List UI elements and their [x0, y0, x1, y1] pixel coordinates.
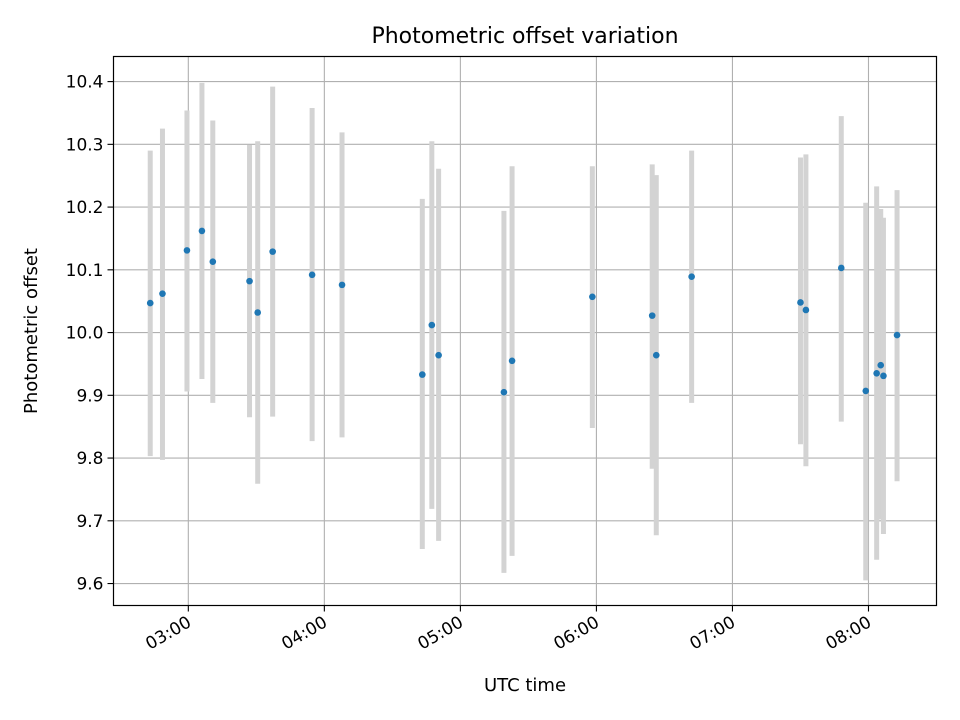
data-point — [338, 281, 346, 289]
errorbar-layer — [147, 82, 900, 581]
data-point — [246, 277, 253, 285]
y-tick-label: 9.7 — [76, 512, 103, 532]
chart-title: Photometric offset variation — [371, 24, 678, 49]
data-point — [508, 357, 516, 365]
data-point — [652, 351, 660, 359]
point-layer — [146, 227, 901, 396]
data-point — [308, 271, 316, 279]
plot-frame — [112, 55, 938, 607]
data-point — [435, 351, 442, 359]
data-point — [862, 387, 870, 395]
y-tick-label: 10.0 — [66, 324, 104, 344]
data-point — [589, 293, 596, 301]
data-point — [428, 321, 436, 329]
y-tick-label: 10.2 — [66, 198, 104, 218]
data-point — [880, 372, 887, 380]
data-point — [159, 290, 166, 297]
y-tick-label: 10.1 — [66, 261, 104, 281]
data-point — [418, 371, 426, 378]
data-point — [873, 370, 880, 377]
data-point — [837, 264, 845, 272]
data-point — [893, 331, 901, 339]
x-tick-label: 07:00 — [687, 613, 739, 655]
data-point — [183, 247, 191, 254]
data-point — [500, 388, 508, 396]
data-point — [254, 309, 261, 316]
y-tick-label: 10.3 — [66, 135, 104, 155]
data-point — [209, 258, 217, 265]
y-tick-label: 9.8 — [76, 449, 103, 469]
x-tick-label: 03:00 — [142, 613, 194, 655]
data-point — [797, 299, 804, 306]
x-axis-label: UTC time — [484, 675, 566, 696]
data-point — [877, 361, 885, 369]
y-tick-label: 9.6 — [76, 575, 103, 595]
y-tick-label: 9.9 — [76, 386, 103, 406]
data-point — [146, 299, 154, 307]
grid-layer — [113, 56, 937, 606]
data-point — [269, 248, 276, 255]
y-axis-label: Photometric offset — [21, 248, 42, 414]
x-tick-label: 08:00 — [823, 613, 875, 655]
y-tick-label: 10.4 — [66, 73, 104, 93]
x-tick-label: 05:00 — [414, 613, 466, 655]
data-point — [648, 312, 656, 319]
data-point — [802, 306, 810, 314]
data-point — [198, 227, 206, 235]
x-tick-label: 06:00 — [550, 613, 602, 655]
x-tick-label: 04:00 — [278, 613, 330, 655]
data-point — [688, 273, 695, 281]
